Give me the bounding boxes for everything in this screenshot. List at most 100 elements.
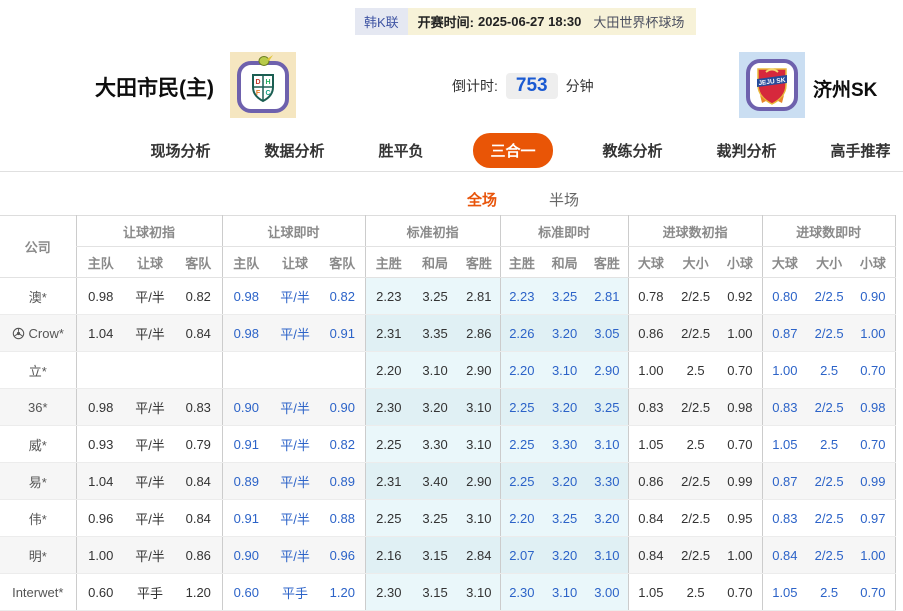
odds-cell: 2.90 — [458, 351, 501, 389]
odds-cell: 2.81 — [458, 277, 501, 315]
odds-cell: 0.86 — [627, 462, 674, 500]
col-subheader: 让球 — [125, 246, 175, 278]
odds-cell — [270, 351, 321, 389]
odds-cell: 0.84 — [627, 536, 674, 574]
odds-row: 伟* 0.96 平/半 0.84 0.91 平/半 0.88 2.25 3.25 3.10 2.20… — [0, 499, 896, 537]
bookmaker-name: 36* — [27, 399, 48, 415]
odds-cell: 3.10 — [458, 573, 501, 611]
odds-cell: 2/2.5 — [673, 314, 719, 352]
home-team-name: 大田市民(主) — [95, 77, 214, 100]
col-subheader: 客胜 — [458, 246, 501, 278]
odds-row: 威* 0.93 平/半 0.79 0.91 平/半 0.82 2.25 3.30 3.10 2.25… — [0, 425, 896, 463]
odds-cell: 3.10 — [458, 499, 501, 537]
odds-cell: 2.30 — [364, 388, 413, 426]
nav-tab-裁判分析[interactable]: 裁判分析 — [716, 143, 777, 160]
odds-cell: 2.07 — [499, 536, 544, 574]
home-team-logo: D H F C — [230, 52, 296, 118]
league-badge[interactable]: 韩K联 — [355, 8, 408, 35]
subtab-半场[interactable]: 半场 — [549, 192, 580, 209]
odds-cell: 0.98 — [75, 277, 125, 315]
col-subheader: 主队 — [75, 246, 125, 278]
odds-cell: 0.95 — [718, 499, 763, 537]
odds-cell: 平/半 — [270, 425, 321, 463]
odds-cell: 3.25 — [412, 277, 459, 315]
odds-cell: 0.84 — [175, 499, 223, 537]
odds-cell: 2.5 — [673, 351, 719, 389]
col-subheader: 客队 — [320, 246, 366, 278]
bookmaker-cell: 明* — [0, 536, 76, 574]
col-group-header: 让球初指 — [75, 215, 223, 247]
odds-cell: 0.82 — [175, 277, 223, 315]
odds-cell: 平/半 — [125, 499, 175, 537]
col-subheader: 和局 — [412, 246, 459, 278]
odds-cell: 0.60 — [221, 573, 271, 611]
col-subheader: 大小 — [673, 246, 719, 278]
odds-cell: 3.15 — [412, 536, 459, 574]
odds-cell: 3.40 — [412, 462, 459, 500]
odds-cell: 0.98 — [221, 314, 271, 352]
nav-tab-数据分析[interactable]: 数据分析 — [264, 143, 325, 160]
bookmaker-cell: Interwet* — [0, 573, 76, 611]
odds-cell: 2/2.5 — [673, 462, 719, 500]
home-logo-letter-2: H — [265, 79, 270, 86]
nav-tab-高手推荐[interactable]: 高手推荐 — [830, 143, 891, 160]
odds-cell: 2.25 — [499, 425, 544, 463]
odds-cell: 0.70 — [718, 573, 763, 611]
countdown: 倒计时: 753 分钟 — [452, 73, 594, 99]
odds-cell: 平/半 — [270, 388, 321, 426]
odds-cell: 平/半 — [125, 536, 175, 574]
odds-cell: 3.25 — [543, 499, 587, 537]
odds-cell: 2.86 — [458, 314, 501, 352]
nav-tab-现场分析[interactable]: 现场分析 — [150, 143, 211, 160]
odds-cell: 0.70 — [718, 351, 763, 389]
odds-row: 明* 1.00 平/半 0.86 0.90 平/半 0.96 2.16 3.15 2.84 2.07… — [0, 536, 896, 574]
nav-tab-三合一[interactable]: 三合一 — [473, 133, 553, 168]
odds-cell: 2/2.5 — [807, 499, 852, 537]
col-subheader: 大球 — [627, 246, 674, 278]
nav-tab-教练分析[interactable]: 教练分析 — [602, 143, 663, 160]
odds-cell: 0.70 — [851, 573, 896, 611]
odds-cell: 0.87 — [761, 314, 808, 352]
odds-cell: 0.99 — [718, 462, 763, 500]
odds-cell: 2/2.5 — [673, 277, 719, 315]
odds-cell: 0.80 — [761, 277, 808, 315]
odds-cell: 平/半 — [270, 536, 321, 574]
away-team-logo: JEJU SK — [739, 52, 805, 118]
odds-cell: 3.30 — [412, 425, 459, 463]
odds-cell: 2.5 — [807, 573, 852, 611]
odds-cell: 平手 — [125, 573, 175, 611]
nav-tab-胜平负[interactable]: 胜平负 — [378, 143, 424, 160]
odds-cell: 3.10 — [458, 388, 501, 426]
odds-table-head: 公司 让球初指 让球即时 标准初指 标准即时 进球数初指 进球数即时 主队 让球 客队 主队 让球 客队… — [0, 215, 896, 278]
kickoff-label: 开赛时间: — [417, 15, 475, 30]
odds-row: Crow* 1.04 平/半 0.84 0.98 平/半 0.91 2.31 3.35 2.86 2… — [0, 314, 896, 352]
odds-cell: 2.31 — [364, 462, 413, 500]
odds-cell: 3.10 — [458, 425, 501, 463]
main-nav-bar: 现场分析 数据分析 胜平负 三合一 教练分析 裁判分析 高手推荐 — [0, 130, 903, 172]
odds-cell: 0.90 — [221, 388, 271, 426]
odds-cell: 0.98 — [851, 388, 896, 426]
odds-cell: 平/半 — [125, 277, 175, 315]
odds-cell: 0.89 — [221, 462, 271, 500]
bookmaker-cell: 36* — [0, 388, 76, 426]
odds-cell — [221, 351, 271, 389]
odds-cell: 3.25 — [412, 499, 459, 537]
odds-cell: 0.82 — [320, 425, 366, 463]
odds-cell: 2.16 — [364, 536, 413, 574]
odds-cell: 平/半 — [270, 277, 321, 315]
bookmaker-cell: 威* — [0, 425, 76, 463]
col-subheader: 小球 — [718, 246, 763, 278]
odds-cell: 3.10 — [543, 573, 587, 611]
odds-cell: 0.97 — [851, 499, 896, 537]
odds-cell: 2.26 — [499, 314, 544, 352]
odds-row: 36* 0.98 平/半 0.83 0.90 平/半 0.90 2.30 3.20 3.10 2.2… — [0, 388, 896, 426]
col-group-header: 标准初指 — [364, 215, 501, 247]
bookmaker-cell: 立* — [0, 351, 76, 389]
odds-cell: 平/半 — [125, 314, 175, 352]
odds-cell: 3.10 — [586, 536, 629, 574]
odds-cell: 3.20 — [543, 388, 587, 426]
odds-cell: 3.20 — [412, 388, 459, 426]
odds-row: 立* 2.20 3.10 2.90 2.20 3.10 2.90 1.00 2.5 0.70 1.0… — [0, 351, 896, 389]
col-group-header: 让球即时 — [221, 215, 366, 247]
odds-cell: 3.00 — [586, 573, 629, 611]
